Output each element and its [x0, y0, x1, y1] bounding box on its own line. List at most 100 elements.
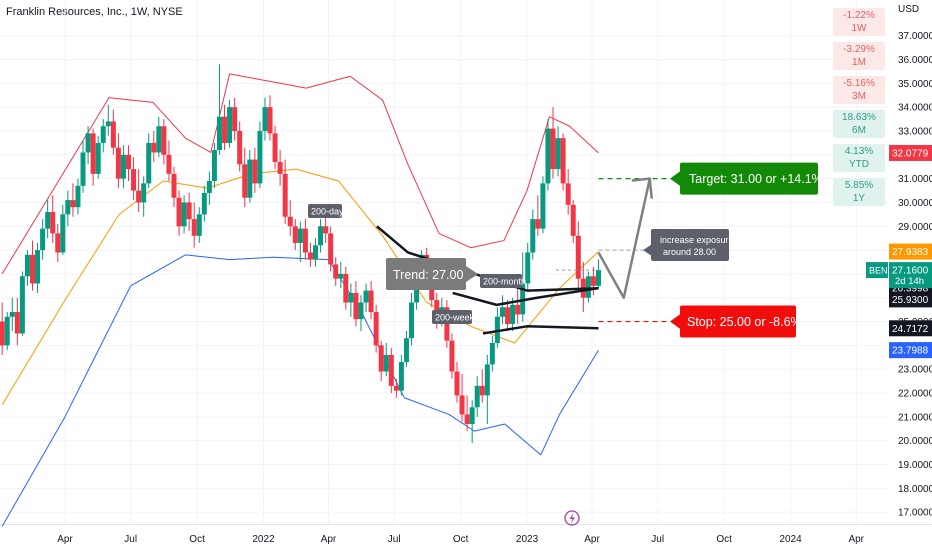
candle-body: [358, 302, 364, 320]
candle-body: [378, 345, 384, 372]
increase-note-pointer: [643, 244, 652, 257]
candle-body: [499, 307, 505, 317]
badge-bb-lower-value: 23.7988: [892, 346, 929, 357]
candle-body: [459, 395, 465, 415]
candle-body: [338, 273, 344, 279]
candle-body: [29, 254, 35, 284]
candle-body: [464, 414, 470, 424]
y-tick-label: 19.0000: [898, 460, 932, 471]
trend-box: [386, 258, 466, 290]
candle-body: [545, 128, 551, 184]
badge-countdown: 2d 14h: [895, 276, 924, 287]
badge-last-price: [889, 262, 932, 289]
x-tick-label: Apr: [321, 534, 337, 545]
candle-body: [227, 107, 233, 143]
y-tick-label: 18.0000: [898, 484, 932, 495]
candle-body: [530, 219, 536, 253]
candle-body: [201, 192, 207, 215]
stop-callout-pointer: [670, 313, 681, 330]
currency-label: USD: [898, 4, 919, 15]
candle-body: [302, 228, 308, 253]
target-callout-label: Target: 31.00 or +14.1%: [689, 172, 823, 186]
candle-body: [151, 142, 157, 153]
candle-body: [353, 292, 359, 320]
badge-ticker: [866, 262, 888, 279]
badge-200month-value: 25.9300: [892, 295, 929, 306]
candle-body: [565, 183, 571, 205]
badge-bb-middle-value: 27.9383: [892, 247, 929, 258]
candle-body: [292, 226, 298, 243]
candle-body: [14, 312, 20, 334]
y-tick-label: 17.0000: [898, 508, 932, 519]
candle-body: [363, 290, 369, 303]
y-tick-label: 37.0000: [898, 31, 932, 42]
candle-body: [318, 226, 324, 246]
x-tick-label: Oct: [716, 534, 732, 545]
candle-body: [520, 283, 526, 315]
candle-body: [535, 219, 541, 229]
candle-body: [4, 316, 10, 346]
performance-cell-1m[interactable]: -3.29% 1M: [833, 42, 885, 70]
candle-body: [156, 126, 162, 153]
performance-value: 5.85%: [844, 180, 874, 191]
candle-body: [585, 276, 591, 298]
candle-body: [9, 312, 15, 317]
candle-body: [40, 228, 46, 251]
ma-200day-tag-label: 200-day: [311, 207, 344, 217]
trend-box-label: Trend: 27.00: [393, 268, 463, 282]
candle-body: [328, 233, 334, 265]
performance-value: 18.63%: [842, 112, 876, 123]
bollinger-lower-line: [1, 254, 599, 527]
badge-bb-middle: [889, 243, 932, 260]
forecast-arrowhead: [631, 177, 654, 199]
ma-200month-line: [452, 286, 599, 307]
y-tick-label: 20.0000: [898, 436, 932, 447]
candle-body: [484, 364, 490, 396]
candle-body: [120, 154, 126, 179]
y-tick-label: 36.0000: [898, 55, 932, 66]
candle-body: [474, 385, 480, 408]
badge-200week-value: 24.7172: [892, 324, 929, 335]
performance-cell-3m[interactable]: -5.16% 3M: [833, 76, 885, 104]
forecast-path: [597, 178, 651, 299]
candle-body: [388, 354, 394, 386]
candle-body: [115, 147, 121, 179]
candle-body: [575, 235, 581, 279]
candle-body: [373, 312, 379, 346]
candle-body: [171, 173, 177, 198]
candle-body: [181, 202, 187, 227]
candle-body: [454, 371, 460, 396]
performance-value: -1.22%: [843, 10, 875, 21]
stop-callout-label: Stop: 25.00 or -8.6%: [687, 315, 802, 329]
badge-bb-upper: [889, 144, 932, 161]
candle-body: [505, 307, 511, 324]
performance-period: 6M: [852, 125, 866, 136]
ma-200month-tag-label: 200-month: [483, 277, 526, 287]
candle-body: [110, 121, 116, 148]
candle-body: [247, 159, 253, 198]
candle-body: [287, 216, 293, 227]
candle-body: [95, 142, 101, 174]
candle-body: [343, 273, 349, 303]
trend-box-pointer: [466, 266, 478, 282]
badge-bb-upper-value: 32.0779: [892, 148, 929, 159]
candle-body: [515, 304, 521, 315]
candle-body: [252, 159, 258, 184]
y-tick-label: 29.0000: [898, 222, 932, 233]
candle-body: [24, 254, 30, 277]
performance-cell-6m[interactable]: 18.63% 6M: [833, 110, 885, 138]
candle-body: [0, 321, 5, 346]
chart-title: Franklin Resources, Inc., 1W, NYSE: [6, 6, 183, 18]
bollinger-upper-line: [1, 73, 599, 275]
candle-body: [65, 200, 71, 215]
x-tick-label: Jul: [388, 534, 401, 545]
candle-body: [257, 131, 263, 184]
performance-cell-ytd[interactable]: 4.13% YTD: [833, 144, 885, 172]
candle-body: [211, 150, 217, 182]
x-tick-label: Oct: [189, 534, 205, 545]
performance-cell-1w[interactable]: -1.22% 1W: [833, 8, 885, 36]
candle-body: [141, 183, 147, 203]
candle-body: [166, 154, 172, 174]
performance-cell-1y[interactable]: 5.85% 1Y: [833, 178, 885, 206]
